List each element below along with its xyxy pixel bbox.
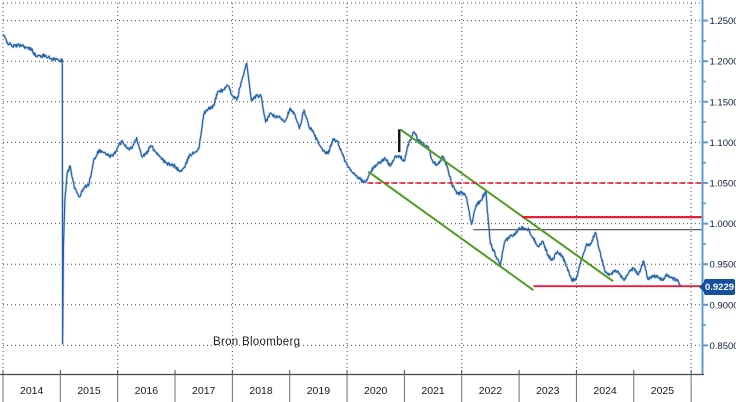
y-axis-tick-label: 0.9500 [710, 260, 736, 271]
y-axis-tick-label: 0.8500 [710, 341, 736, 352]
y-axis-tick-label: 1.0500 [710, 179, 736, 190]
x-axis-year-label: 2014 [20, 385, 44, 397]
y-axis-tick-label: 1.1500 [710, 97, 736, 108]
last-price-badge: 0.9229 [699, 279, 735, 295]
x-axis-year-label: 2015 [77, 385, 101, 397]
y-axis-tick-label: 0.9000 [710, 300, 736, 311]
x-axis-year-label: 2020 [364, 385, 388, 397]
x-axis-year-label: 2022 [479, 385, 503, 397]
x-axis-year-label: 2016 [135, 385, 159, 397]
x-axis-year-label: 2025 [651, 385, 675, 397]
y-axis-tick-label: 1.0000 [710, 219, 736, 230]
x-axis-year-label: 2021 [421, 385, 445, 397]
trend-channel-line [399, 128, 614, 283]
source-note: Bron Bloomberg [213, 336, 301, 348]
x-axis-year-label: 2023 [536, 385, 560, 397]
x-axis-year-label: 2024 [593, 385, 617, 397]
badge-arrow-icon [699, 282, 704, 292]
x-axis-year-label: 2017 [192, 385, 216, 397]
price-line [2, 34, 682, 345]
y-axis-tick-label: 1.2000 [710, 57, 736, 68]
price-line-halo [2, 33, 682, 345]
last-price-value: 0.9229 [704, 281, 735, 293]
y-axis-tick-label: 1.2500 [710, 16, 736, 27]
y-axis-tick-label: 1.1000 [710, 138, 736, 149]
x-axis-year-label: 2018 [249, 385, 273, 397]
trend-channel-line [367, 170, 534, 291]
x-axis-year-label: 2019 [307, 385, 331, 397]
